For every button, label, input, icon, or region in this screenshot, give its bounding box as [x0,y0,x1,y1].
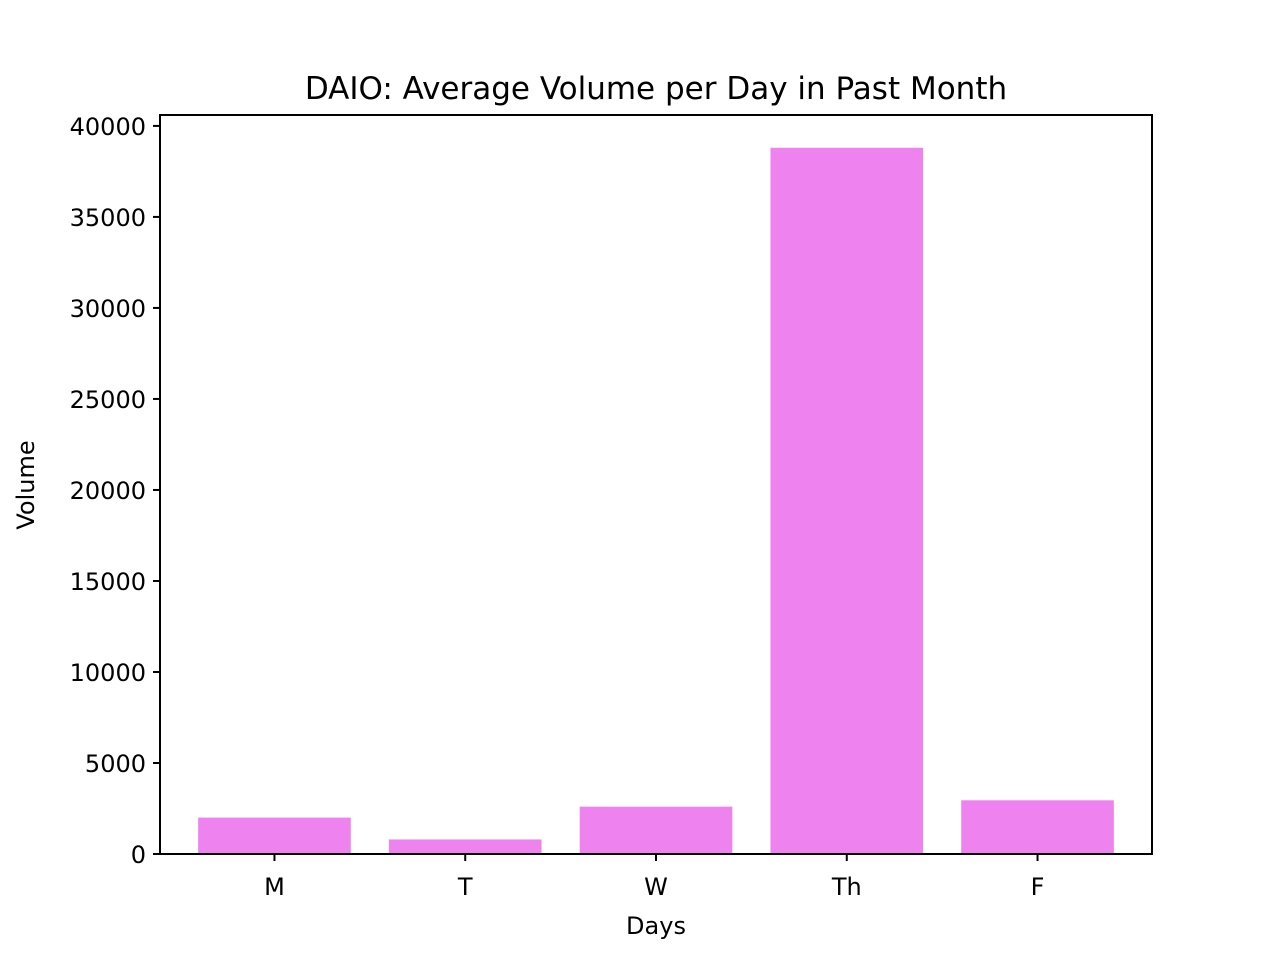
bar-t [388,839,542,854]
y-tick-label: 20000 [70,477,146,505]
y-tick-label: 30000 [70,295,146,323]
y-tick-label: 0 [131,841,146,869]
y-tick-label: 10000 [70,659,146,687]
plot-area-frame [159,114,1153,855]
y-tick-label: 35000 [70,204,146,232]
y-axis-label: Volume [12,440,40,529]
y-tick-label: 25000 [70,386,146,414]
bar-m [198,817,351,854]
chart-title: DAIO: Average Volume per Day in Past Mon… [305,71,1007,107]
bars-group [198,147,1114,854]
x-axis-ticks: M T W Th F [264,854,1044,901]
x-tick-label: Th [831,873,862,901]
y-tick-label: 5000 [85,750,146,778]
x-axis-label: Days [626,912,686,940]
y-tick-label: 15000 [70,568,146,596]
bar-th [770,147,924,854]
bar-w [579,806,733,854]
x-tick-label: F [1031,873,1045,901]
x-tick-label: W [644,873,668,901]
y-tick-label: 40000 [70,113,146,141]
x-tick-label: M [264,873,285,901]
bar-f [961,800,1114,854]
y-axis-ticks: 0 5000 10000 15000 20000 25000 30000 35000 40000 [70,113,160,869]
x-tick-label: T [457,873,473,901]
